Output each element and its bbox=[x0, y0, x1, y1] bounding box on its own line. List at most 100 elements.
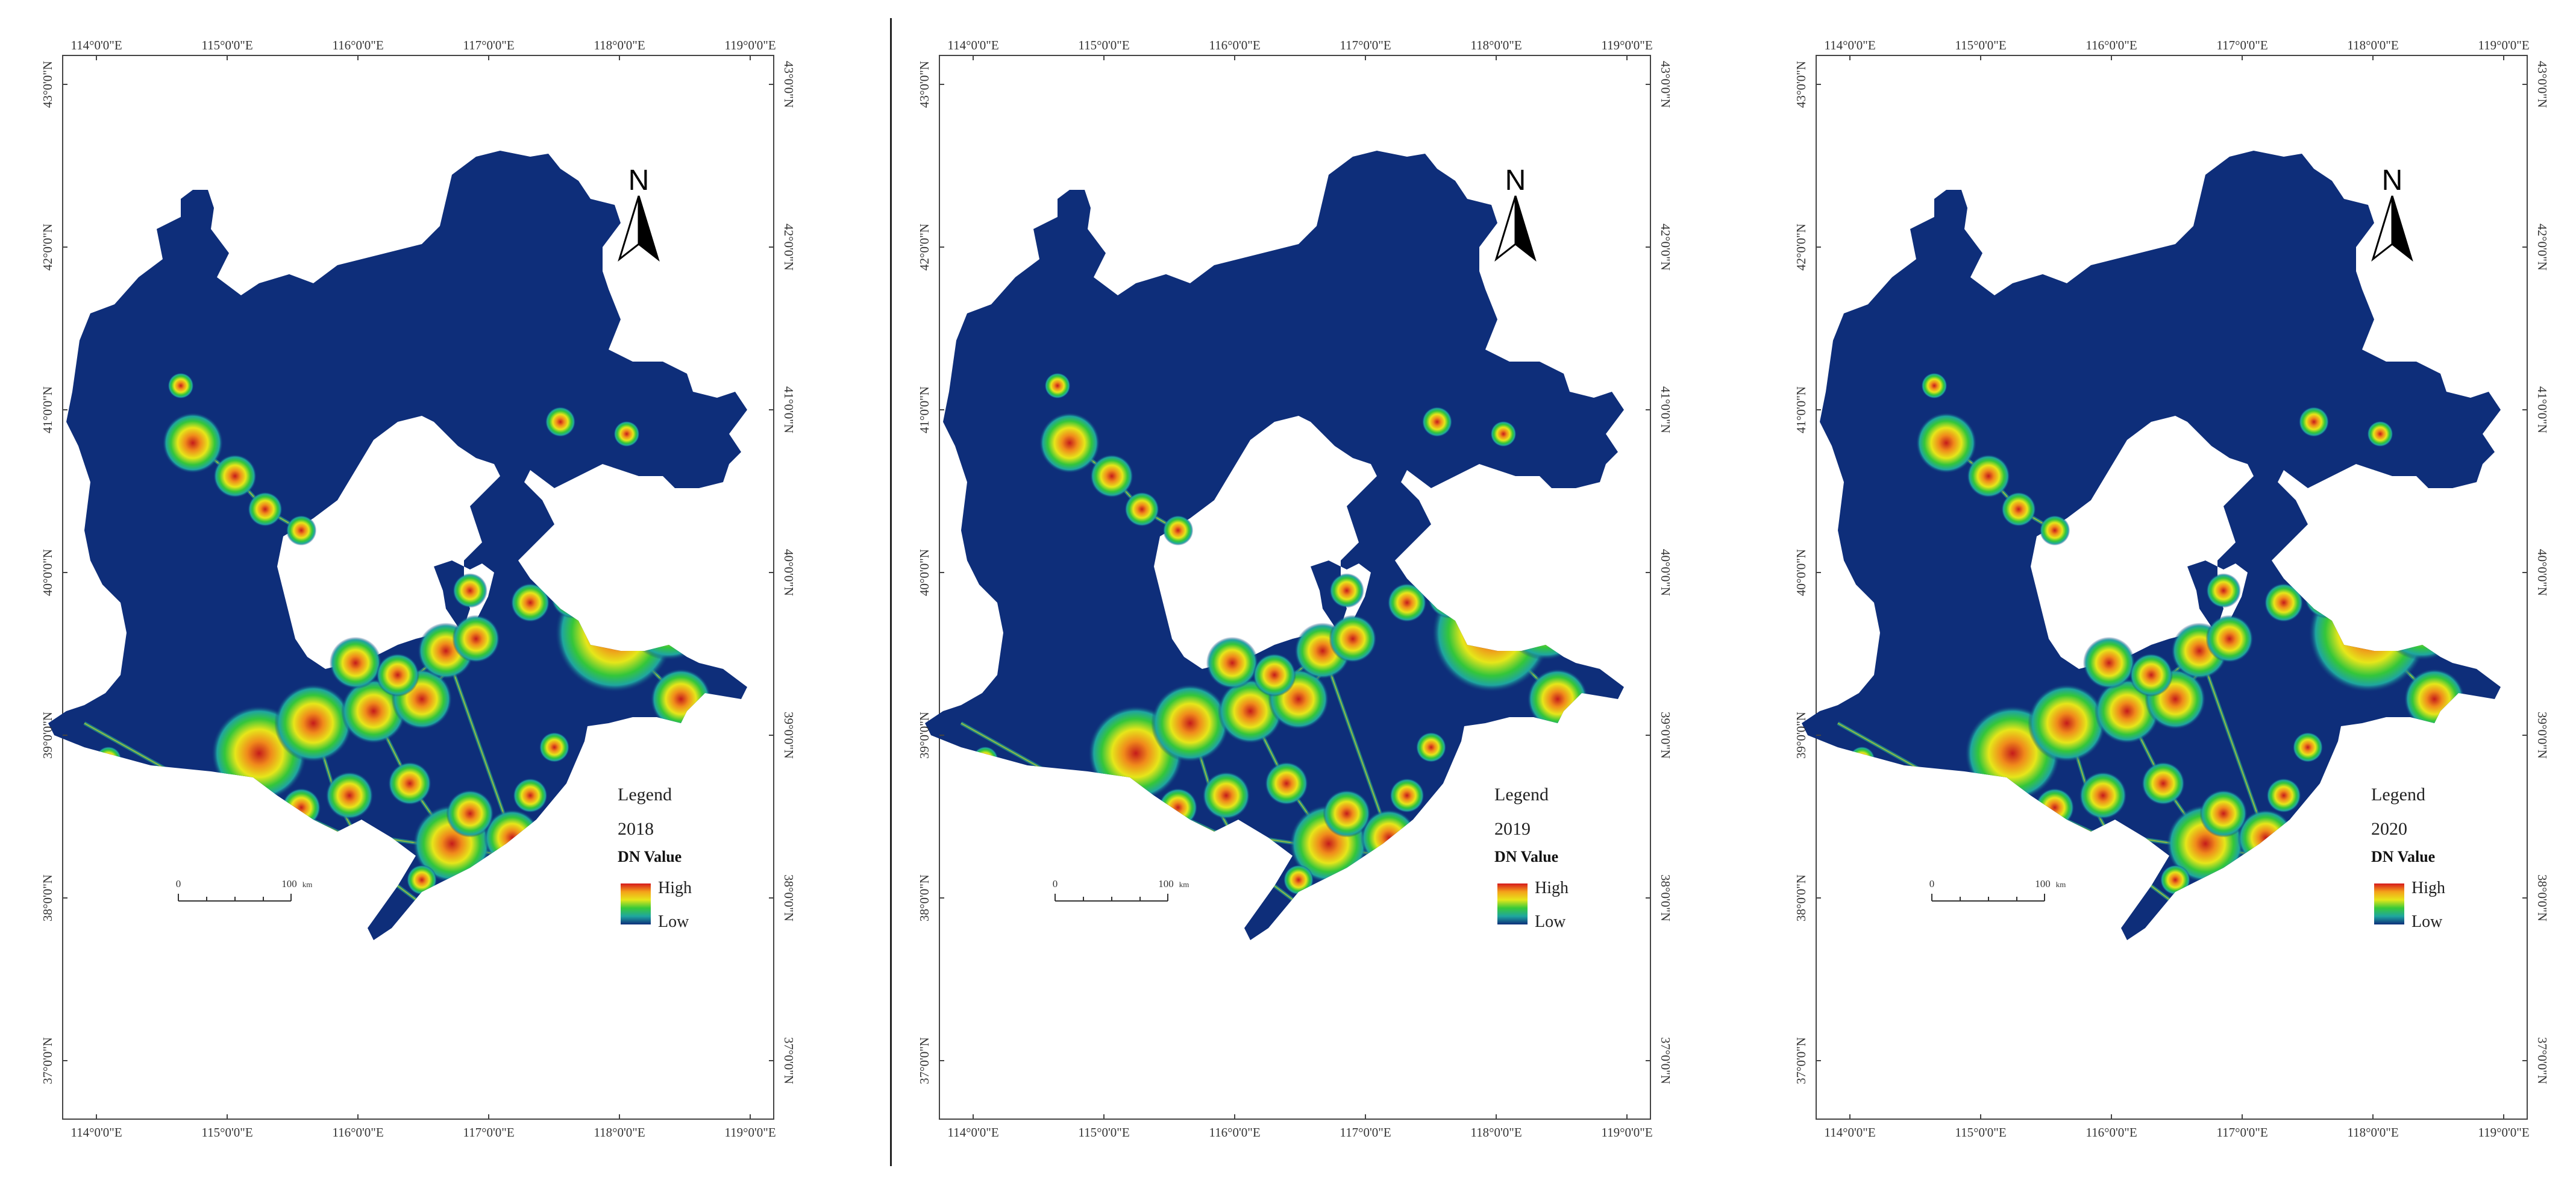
scale-start-label: 0 bbox=[176, 878, 181, 890]
city-light bbox=[135, 792, 166, 823]
lon-tick-label-bottom: 116°0'0"E bbox=[332, 1125, 383, 1140]
city-light bbox=[1541, 568, 1611, 638]
city-light bbox=[1415, 732, 1447, 763]
road-light bbox=[528, 469, 622, 604]
city-light bbox=[2079, 771, 2127, 820]
city-light bbox=[1283, 864, 1314, 896]
city-light bbox=[1496, 529, 1535, 568]
lon-tick-label-top: 117°0'0"E bbox=[1340, 38, 1391, 52]
lat-tick-label-left: 41°0'0"N bbox=[917, 386, 932, 433]
scale-bar: 0 100 km bbox=[176, 878, 313, 902]
city-light bbox=[1229, 846, 1272, 890]
city-light bbox=[2170, 899, 2205, 934]
lat-tick-label-right: 40°0'0"N bbox=[1658, 549, 1673, 596]
north-arrow-icon: N bbox=[618, 165, 660, 262]
city-light bbox=[2082, 636, 2136, 689]
lat-tick-label-right: 39°0'0"N bbox=[782, 712, 796, 759]
city-light bbox=[1849, 746, 1875, 773]
legend-high-label: High bbox=[1535, 879, 1568, 897]
scale-unit-label: km bbox=[302, 880, 313, 889]
city-light bbox=[416, 899, 451, 934]
city-light bbox=[1265, 762, 1308, 805]
lat-tick-label-left: 41°0'0"N bbox=[1794, 386, 1808, 433]
city-light bbox=[2308, 573, 2428, 692]
city-light bbox=[1888, 792, 1920, 823]
lat-tick-label-left: 38°0'0"N bbox=[40, 874, 55, 921]
city-light bbox=[1432, 573, 1551, 692]
city-light bbox=[1329, 573, 1364, 608]
map-svg: 114°0'0"E 114°0'0"E 115°0'0"E 115°0'0"E 116°… bbox=[917, 38, 1673, 1140]
city-light bbox=[1323, 789, 1371, 838]
city-light bbox=[1490, 421, 1517, 447]
legend: Legend 2018 DN Value High Low bbox=[618, 785, 692, 931]
lon-tick-label-bottom: 115°0'0"E bbox=[1078, 1125, 1129, 1140]
city-light bbox=[555, 573, 674, 692]
city-light bbox=[1090, 454, 1133, 498]
road-light bbox=[614, 601, 700, 635]
city-light bbox=[551, 575, 594, 618]
city-light bbox=[613, 421, 640, 447]
scale-bar: 0 100 km bbox=[1929, 878, 2066, 902]
lon-tick-label-top: 119°0'0"E bbox=[724, 38, 776, 52]
city-light bbox=[2377, 569, 2468, 661]
road-light bbox=[1406, 469, 1498, 603]
city-light bbox=[1044, 372, 1071, 399]
city-light bbox=[1206, 636, 1259, 689]
lon-tick-label-bottom: 116°0'0"E bbox=[2086, 1125, 2137, 1140]
city-light bbox=[452, 615, 500, 663]
city-light bbox=[2372, 529, 2412, 568]
city-light bbox=[1151, 684, 1229, 762]
city-light bbox=[325, 771, 374, 820]
city-light bbox=[2298, 406, 2330, 438]
city-light bbox=[2028, 684, 2106, 762]
map-svg: 114°0'0"E 114°0'0"E 115°0'0"E 115°0'0"E 116°… bbox=[1794, 38, 2549, 1140]
scale-unit-label: km bbox=[1179, 880, 1189, 889]
road-light bbox=[2368, 601, 2454, 635]
lon-tick-label-bottom: 115°0'0"E bbox=[1955, 1125, 2006, 1140]
lat-tick-label-right: 42°0'0"N bbox=[2535, 224, 2549, 271]
lat-tick-label-right: 39°0'0"N bbox=[2535, 712, 2549, 759]
legend-color-ramp bbox=[1497, 883, 1528, 924]
city-light bbox=[1527, 668, 1588, 730]
north-arrow-icon: N bbox=[1494, 165, 1537, 262]
city-light bbox=[1012, 792, 1043, 823]
lon-tick-label-bottom: 117°0'0"E bbox=[2216, 1125, 2267, 1140]
lat-tick-label-left: 40°0'0"N bbox=[1794, 549, 1808, 596]
city-light bbox=[1039, 412, 1100, 474]
lat-tick-label-left: 38°0'0"N bbox=[917, 874, 932, 921]
lat-tick-label-left: 40°0'0"N bbox=[40, 549, 55, 596]
city-light bbox=[446, 789, 494, 838]
lon-tick-label-top: 116°0'0"E bbox=[2086, 38, 2137, 52]
city-light bbox=[1293, 899, 1328, 934]
lat-tick-label-left: 37°0'0"N bbox=[917, 1037, 932, 1084]
city-light bbox=[623, 569, 715, 661]
legend-dn-label: DN Value bbox=[618, 848, 682, 865]
city-light bbox=[1124, 492, 1159, 527]
city-light bbox=[274, 684, 353, 762]
lat-tick-label-right: 42°0'0"N bbox=[1658, 224, 1673, 271]
lon-tick-label-bottom: 119°0'0"E bbox=[1601, 1125, 1652, 1140]
city-light bbox=[1427, 575, 1471, 618]
lon-tick-label-bottom: 117°0'0"E bbox=[463, 1125, 514, 1140]
scale-end-label: 100 bbox=[1158, 878, 1174, 890]
city-light bbox=[2001, 492, 2036, 527]
city-light bbox=[168, 372, 194, 399]
city-light bbox=[213, 454, 257, 498]
scale-unit-label: km bbox=[2056, 880, 2066, 889]
scale-end-label: 100 bbox=[281, 878, 297, 890]
legend-dn-label: DN Value bbox=[2371, 848, 2435, 865]
city-light bbox=[248, 492, 283, 527]
city-light bbox=[95, 746, 122, 773]
city-light bbox=[1162, 515, 1194, 546]
city-light bbox=[539, 732, 570, 763]
legend-dn-label: DN Value bbox=[1494, 848, 1558, 865]
map-panel-2018: 114°0'0"E 114°0'0"E 115°0'0"E 115°0'0"E 116°… bbox=[0, 0, 859, 1183]
road-light bbox=[1405, 469, 1499, 604]
city-light bbox=[2206, 573, 2241, 608]
north-arrow-letter: N bbox=[2382, 165, 2403, 196]
map-frame bbox=[1816, 55, 2528, 1120]
city-light bbox=[2039, 515, 2070, 546]
lon-tick-label-top: 119°0'0"E bbox=[1601, 38, 1652, 52]
lat-tick-label-left: 43°0'0"N bbox=[40, 61, 55, 108]
city-light bbox=[513, 778, 548, 813]
